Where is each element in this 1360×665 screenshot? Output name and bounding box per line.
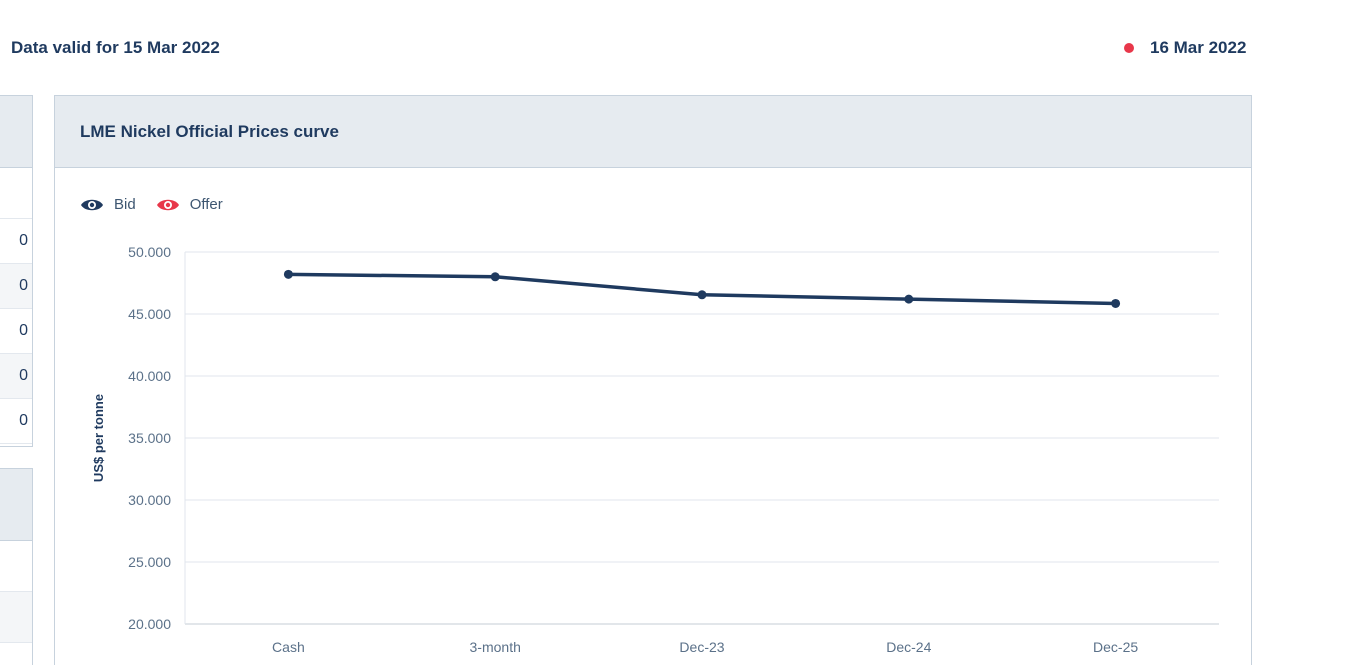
data-point [904, 294, 914, 304]
left-secondary-panel [0, 468, 33, 665]
live-indicator-dot-icon [1124, 43, 1134, 53]
table-cell: 0 [19, 412, 28, 429]
x-tick-label: Dec-23 [679, 639, 724, 655]
live-date-text: 16 Mar 2022 [1150, 38, 1247, 57]
y-tick-label: 45.000 [128, 306, 171, 322]
table-row: 0 [0, 309, 32, 354]
y-axis-title: US$ per tonne [91, 394, 106, 482]
table-row: 0 [0, 264, 32, 309]
left-prices-panel: 0 0 0 0 0 [0, 95, 33, 447]
x-tick-label: Dec-25 [1093, 639, 1138, 655]
y-tick-label: 25.000 [128, 554, 171, 570]
eye-icon [81, 199, 103, 210]
data-valid-label: Data valid for 15 Mar 2022 [11, 38, 220, 57]
table-row [0, 592, 32, 643]
table-row [0, 168, 32, 219]
line-chart: 20.000 25.000 30.000 35.000 40.000 45.000 50.0… [91, 244, 1219, 655]
chart-title: LME Nickel Official Prices curve [80, 121, 339, 141]
left-panel-header [0, 469, 32, 541]
eye-icon [156, 199, 179, 210]
table-cell: 0 [19, 367, 28, 384]
x-tick-label: Dec-24 [886, 639, 931, 655]
chart-card: LME Nickel Official Prices curve Bid Off… [54, 95, 1252, 665]
chart-legend: Bid Offer [80, 196, 243, 213]
table-row: 0 [0, 354, 32, 399]
legend-item-bid[interactable]: Bid [80, 196, 136, 213]
table-row: 0 [0, 219, 32, 264]
x-tick-label: 3-month [470, 639, 521, 655]
legend-item-offer[interactable]: Offer [156, 196, 223, 213]
data-point [697, 290, 707, 300]
table-row [0, 541, 32, 592]
y-tick-label: 30.000 [128, 492, 171, 508]
y-tick-label: 40.000 [128, 368, 171, 384]
table-cell: 0 [19, 232, 28, 249]
table-row: 0 [0, 399, 32, 444]
y-tick-label: 20.000 [128, 616, 171, 632]
x-tick-label: Cash [272, 639, 305, 655]
chart-card-header: LME Nickel Official Prices curve [55, 96, 1251, 168]
table-cell: 0 [19, 322, 28, 339]
live-date[interactable]: 16 Mar 2022 [1124, 38, 1246, 58]
y-tick-label: 35.000 [128, 430, 171, 446]
data-point [1111, 298, 1121, 308]
data-point [490, 272, 500, 282]
legend-label: Bid [114, 196, 136, 213]
table-cell: 0 [19, 277, 28, 294]
legend-label: Offer [189, 196, 223, 213]
left-panel-header [0, 96, 32, 168]
data-point [283, 269, 293, 279]
y-tick-label: 50.000 [128, 244, 171, 260]
